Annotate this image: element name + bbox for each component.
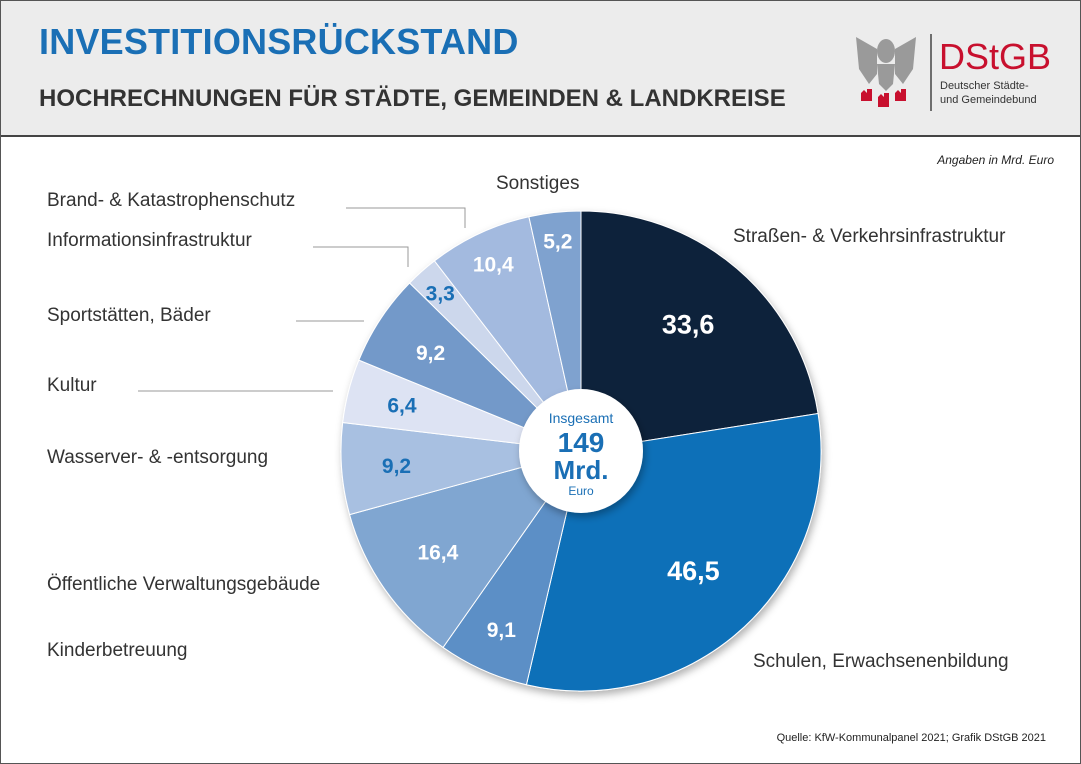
category-label-information: Informationsinfrastruktur bbox=[47, 230, 252, 251]
category-label-verwaltung: Öffentliche Verwaltungsgebäude bbox=[47, 574, 321, 595]
logo-line2: und Gemeindebund bbox=[940, 94, 1037, 106]
slice-value-label: 16,4 bbox=[417, 542, 458, 565]
slice-value-label: 3,3 bbox=[426, 282, 455, 305]
leader-line-brand bbox=[346, 207, 466, 228]
logo-line1: Deutscher Städte- bbox=[940, 80, 1029, 92]
leader-lines bbox=[138, 207, 466, 392]
category-label-schulen: Schulen, Erwachsenenbildung bbox=[753, 651, 1009, 672]
category-label-kinderbetreuung: Kinderbetreuung bbox=[47, 640, 188, 661]
category-label-brand: Brand- & Katastrophenschutz bbox=[47, 190, 296, 211]
pie-slice bbox=[433, 216, 582, 452]
category-label-wasser: Wasserver- & -entsorgung bbox=[47, 447, 269, 468]
pie-slice bbox=[580, 210, 819, 452]
center-circle bbox=[519, 389, 643, 513]
pie-slice bbox=[348, 450, 583, 649]
slice-value-label: 10,4 bbox=[473, 254, 514, 277]
center-bottom: Euro bbox=[568, 484, 594, 498]
slice-value-label: 6,4 bbox=[387, 395, 417, 418]
center-top: Insgesamt bbox=[549, 410, 614, 426]
page-title: INVESTITIONSRÜCKSTAND bbox=[39, 21, 519, 62]
eagle-icon bbox=[856, 37, 916, 91]
unit-note: Angaben in Mrd. Euro bbox=[937, 153, 1054, 167]
source-note: Quelle: KfW-Kommunalpanel 2021; Grafik D… bbox=[776, 732, 1046, 744]
category-label-sport: Sportstätten, Bäder bbox=[47, 305, 211, 326]
slice-value-label: 9,2 bbox=[382, 455, 411, 478]
slice-value-label: 9,2 bbox=[416, 342, 445, 365]
slice-value-label: 33,6 bbox=[662, 310, 715, 340]
center-value: 149 bbox=[558, 427, 605, 458]
towers-icon bbox=[861, 89, 906, 107]
logo-text: DStGB bbox=[939, 36, 1051, 77]
category-label-strassen: Straßen- & Verkehrsinfrastruktur bbox=[733, 226, 1006, 247]
header-band: INVESTITIONSRÜCKSTAND HOCHRECHNUNGEN FÜR… bbox=[1, 1, 1080, 137]
center-unit: Mrd. bbox=[554, 455, 609, 485]
category-label-sonstiges: Sonstiges bbox=[496, 173, 580, 194]
leader-line-info bbox=[313, 246, 409, 267]
dstgb-logo: DStGB Deutscher Städte- und Gemeindebund bbox=[856, 34, 1051, 111]
slice-value-label: 9,1 bbox=[487, 619, 517, 642]
slice-value-label: 5,2 bbox=[543, 230, 572, 253]
category-label-kultur: Kultur bbox=[47, 375, 97, 396]
slice-value-label: 46,5 bbox=[667, 556, 720, 586]
page-subtitle: HOCHRECHNUNGEN FÜR STÄDTE, GEMEINDEN & L… bbox=[39, 85, 786, 112]
